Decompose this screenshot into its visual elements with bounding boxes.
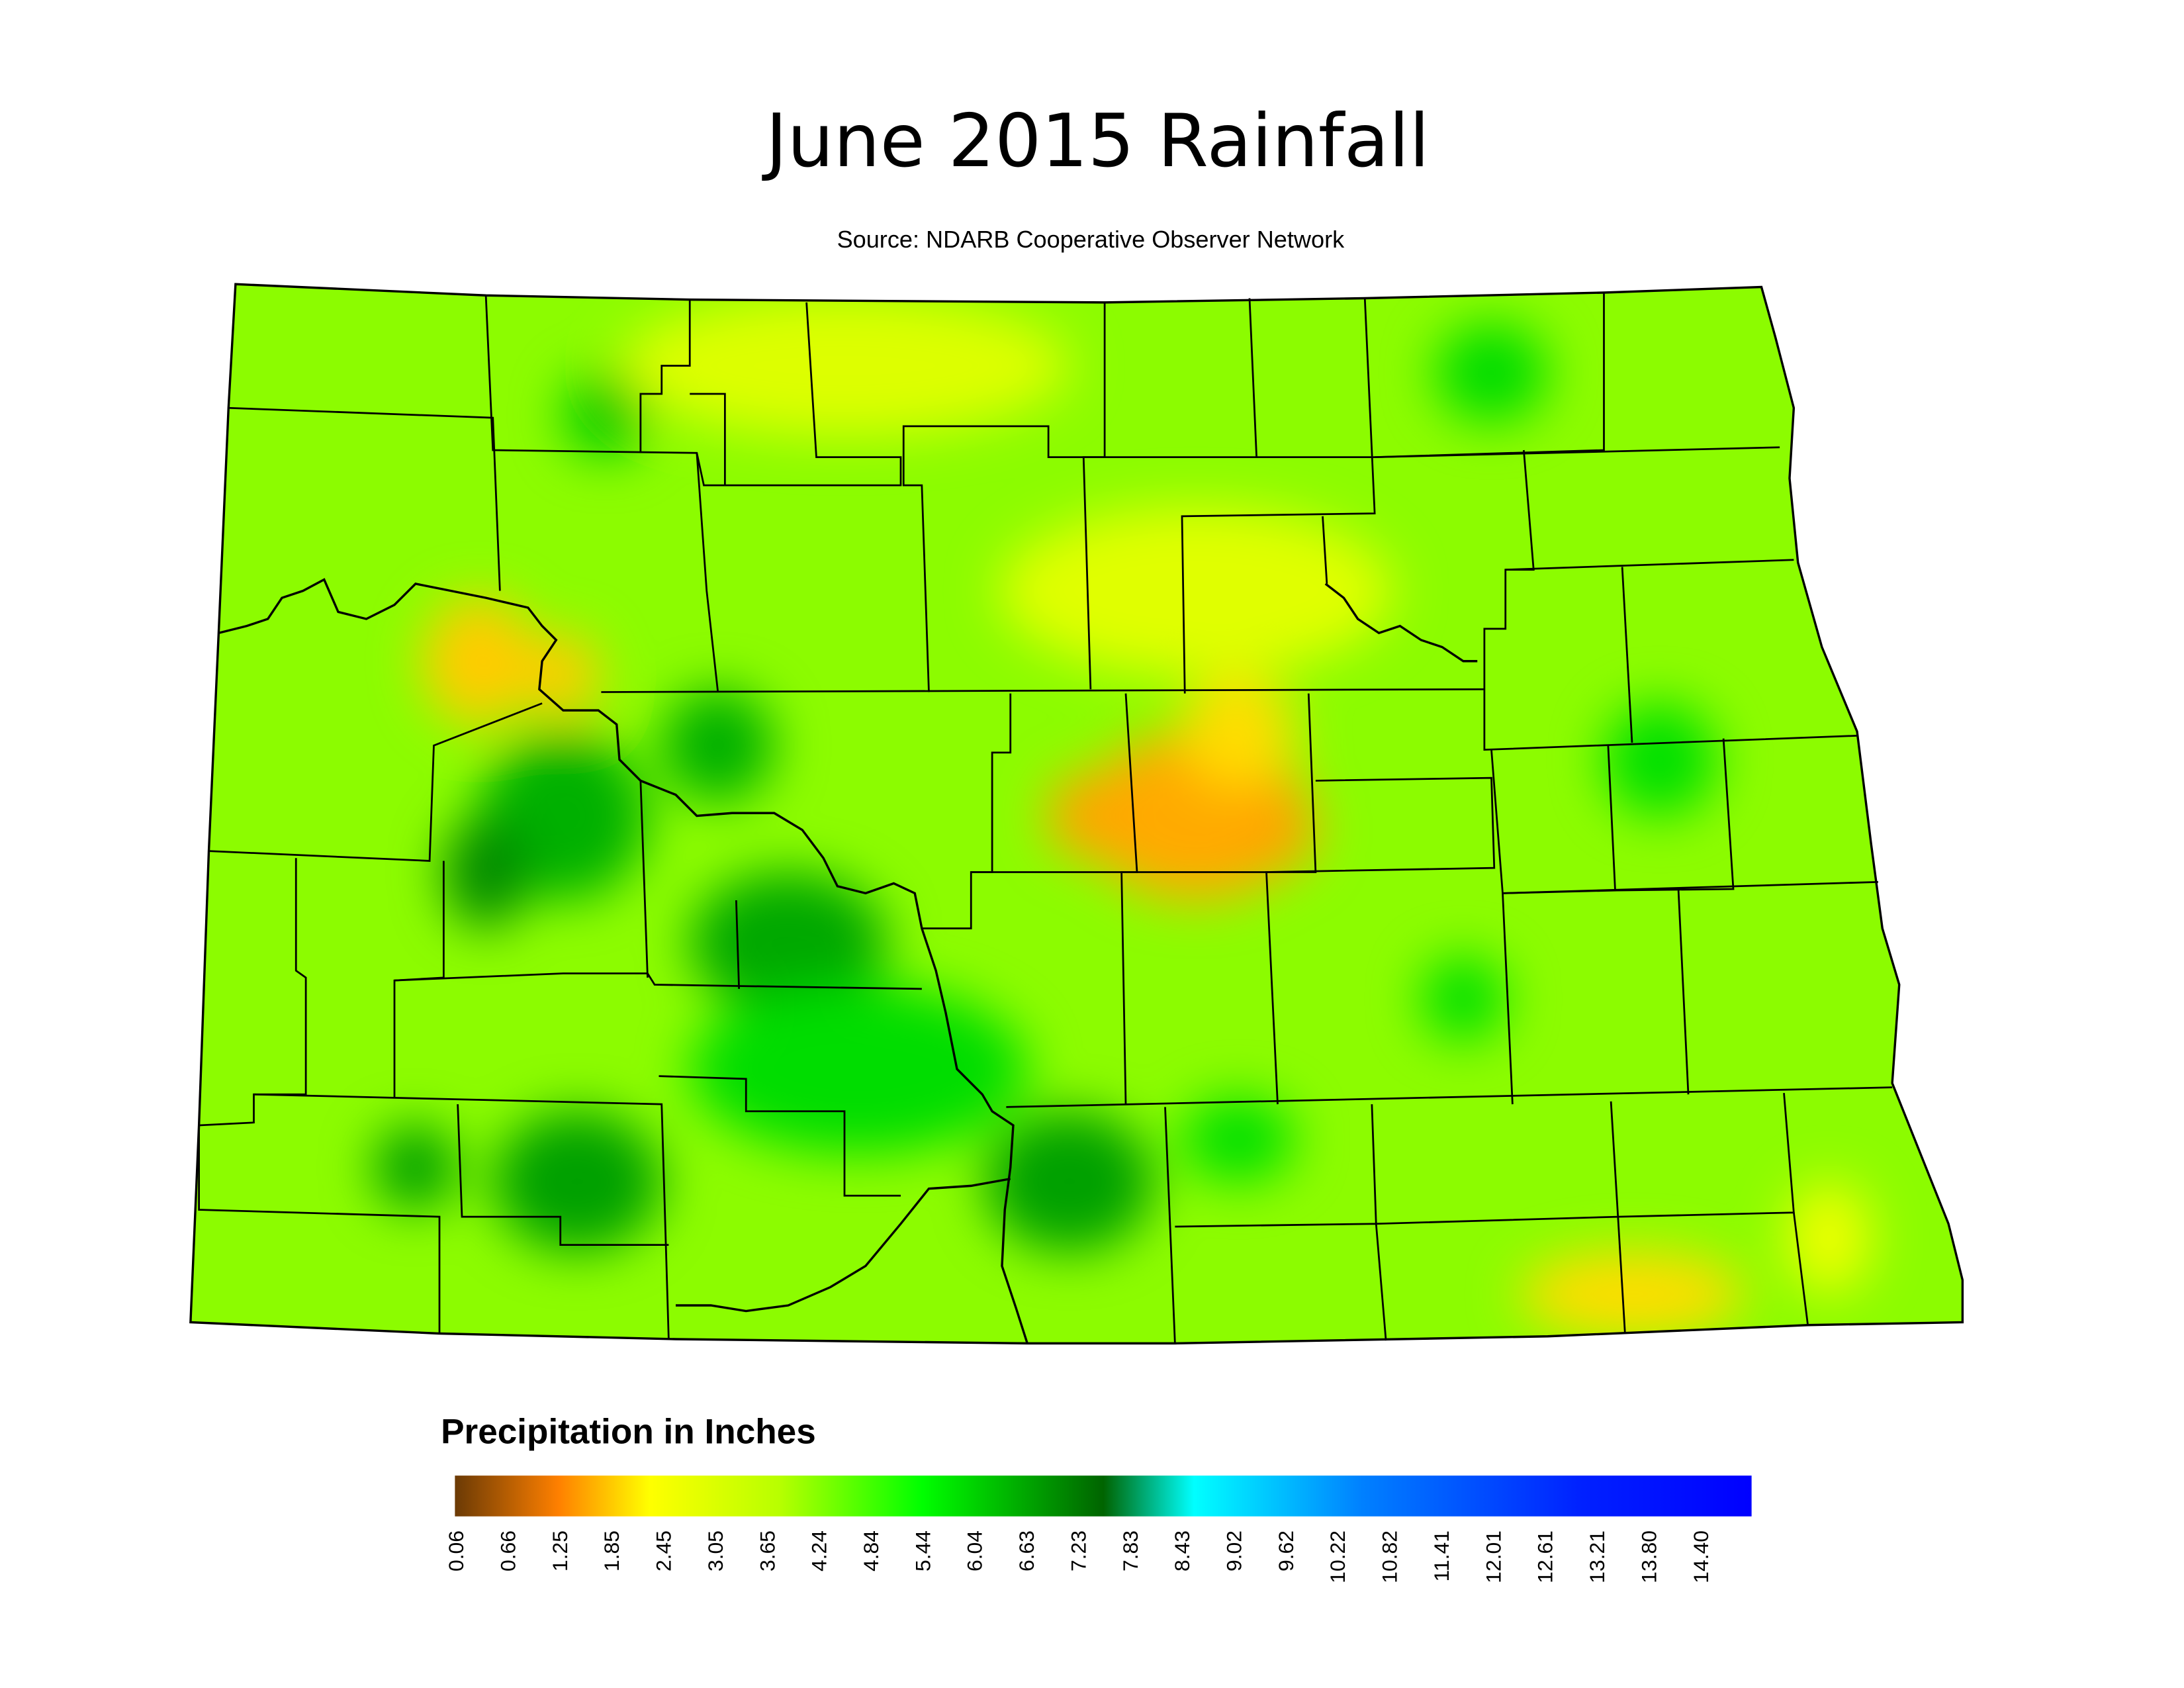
legend-tick-label: 10.82 [1378,1530,1402,1583]
legend-tick-label: 7.83 [1118,1530,1142,1571]
legend-tick-label: 6.04 [963,1530,987,1571]
map-title: June 2015 Rainfall [762,99,1430,184]
legend-tick-label: 9.02 [1222,1530,1246,1571]
legend-title: Precipitation in Inches [441,1412,816,1451]
legend-tick-label: 12.61 [1533,1530,1557,1583]
legend-tick-label: 4.84 [859,1530,883,1571]
legend-tick-label: 5.44 [911,1530,934,1571]
legend-tick-label: 10.22 [1326,1530,1349,1583]
legend-tick-label: 3.05 [704,1530,727,1571]
color-scale [455,1476,1752,1517]
source: Source: NDARB Cooperative Observer Netwo… [837,226,1345,253]
legend-tick-label: 4.24 [807,1530,831,1571]
legend-tick-label: 2.45 [652,1530,676,1571]
legend-tick-label: 6.63 [1015,1530,1038,1571]
legend-tick-label: 9.62 [1274,1530,1298,1571]
precip-field [190,284,1963,1344]
legend-ticks: 0.06 0.66 1.25 1.85 2.45 3.05 3.65 4.24 4.84 5.44… [444,1530,1713,1583]
legend-tick-label: 12.01 [1481,1530,1505,1583]
legend-tick-label: 8.43 [1170,1530,1194,1571]
legend-tick-label: 3.65 [755,1530,779,1571]
legend-tick-label: 13.80 [1637,1530,1661,1583]
legend-tick-label: 7.23 [1066,1530,1090,1571]
state-outline [189,283,1964,1345]
legend-tick-label: 14.40 [1689,1530,1713,1583]
county-lines [198,293,1893,1344]
rivers [218,578,1478,1344]
legend-tick-label: 0.06 [444,1530,468,1571]
legend-tick-label: 13.21 [1585,1530,1609,1583]
legend-tick-label: 0.66 [496,1530,520,1571]
legend-tick-label: 1.25 [548,1530,572,1571]
legend-tick-label: 11.41 [1430,1530,1453,1581]
legend-tick-label: 1.85 [600,1530,623,1571]
